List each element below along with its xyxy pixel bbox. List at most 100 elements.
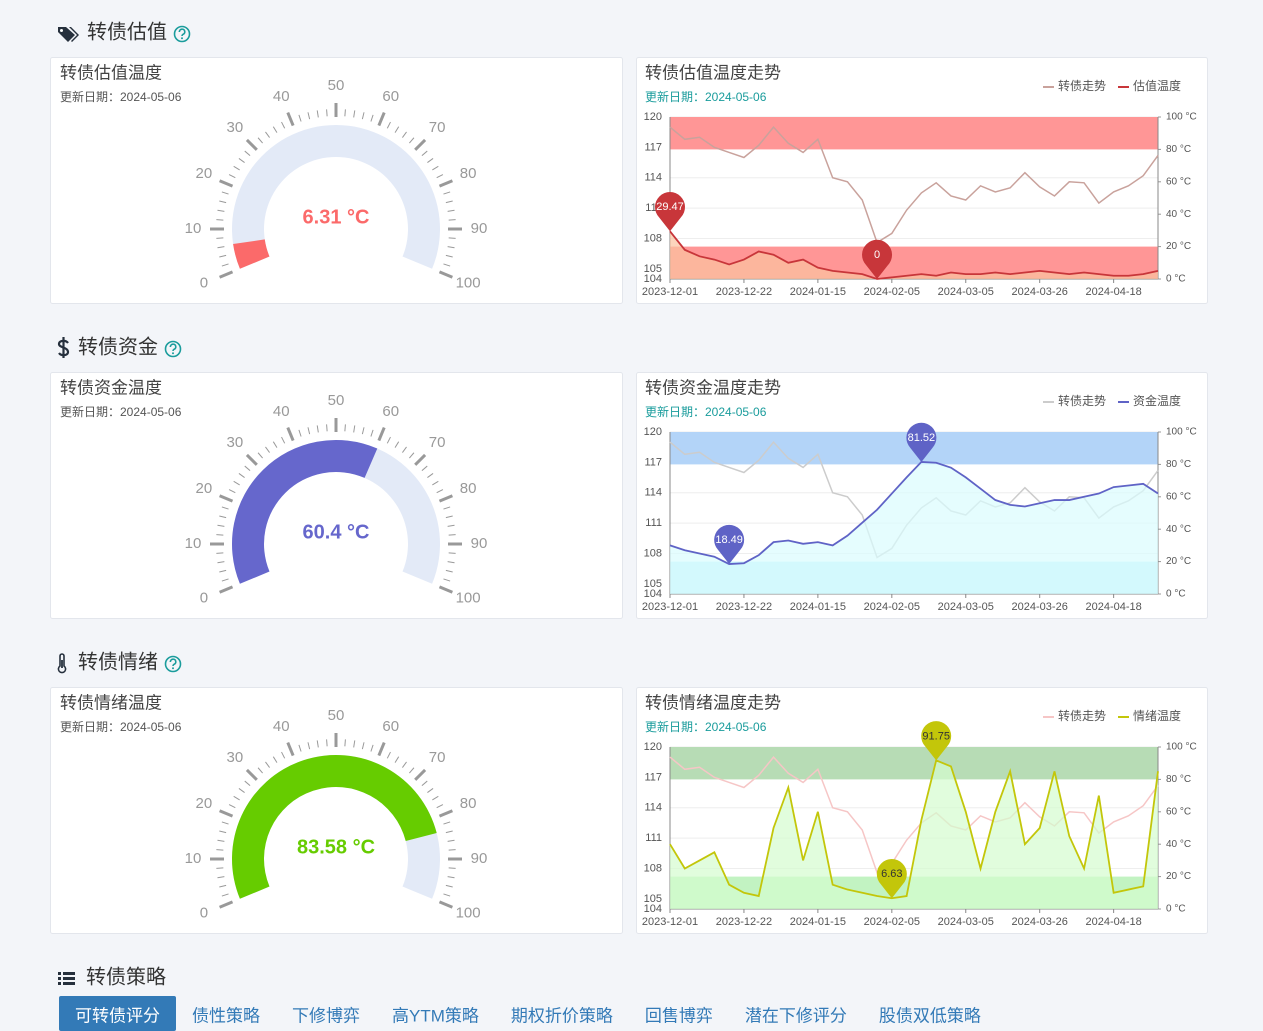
gauge-minor-tick [409,137,415,144]
y2-tick-label: 0 °C [1166,274,1186,285]
y-tick-label: 111 [645,832,662,844]
thermometer-icon [57,653,67,674]
tab[interactable]: 潜在下修评分 [745,1006,847,1025]
gauge-minor-tick [445,254,453,258]
y2-tick-label: 20 °C [1166,556,1191,567]
gauge-minor-tick [386,751,391,759]
gauge-tick [219,179,234,188]
gauge-minor-tick [244,150,251,156]
gauge-minor-tick [257,767,263,774]
gauge-minor-tick [409,452,415,459]
tab[interactable]: 期权折价策略 [511,1006,613,1025]
gauge-tick-label: 60 [382,403,399,420]
gauge-tick [414,138,427,151]
gauge-tick [377,742,386,757]
legend-label[interactable]: 估值温度 [1133,78,1181,93]
tab[interactable]: 股债双低策略 [879,1006,981,1025]
card-title: 转债估值温度走势 [645,63,781,82]
gauge-value-label: 60.4 °C [303,521,370,543]
gauge-minor-tick [298,429,302,437]
gauge-minor-tick [298,114,302,122]
pin [876,859,907,899]
help-icon[interactable] [164,655,182,673]
gauge-minor-tick [326,739,328,747]
tab[interactable]: 回售博弈 [645,1006,713,1025]
gauge-minor-tick [316,425,319,433]
gauge-minor-tick [221,263,229,267]
tab[interactable]: 债性策略 [192,1006,260,1025]
gauge-card [50,687,623,934]
y-tick-label: 108 [644,862,662,874]
y2-tick-label: 20 °C [1166,871,1191,882]
x-tick-label: 2024-04-18 [1085,286,1141,298]
pin [862,239,893,279]
gauge-minor-tick [447,209,455,212]
legend-label[interactable]: 转债走势 [1058,393,1106,408]
gauge-minor-tick [421,150,428,156]
gauge-tick [286,427,295,442]
gauge-minor-tick [394,126,400,133]
gauge-minor-tick [448,867,456,869]
tab[interactable]: 可转债评分 [75,1006,160,1025]
gauge-minor-tick [265,131,270,138]
update-date: 更新日期：2024-05-06 [645,404,767,419]
gauge-minor-tick [427,788,434,793]
gauge-tick [219,809,234,818]
series-line [669,230,1159,280]
gauge-minor-tick [228,489,236,494]
gauge-minor-tick [402,761,407,768]
gauge-minor-tick [436,174,444,179]
update-date: 更新日期：2024-05-06 [60,89,182,104]
gauge-minor-tick [361,112,365,120]
y2-tick-label: 100 °C [1166,742,1197,753]
gauge-minor-tick [219,515,227,519]
legend-label[interactable]: 转债走势 [1058,78,1106,93]
gauge-tick-label: 90 [471,220,488,237]
gauge-minor-tick [370,744,374,752]
gauge-minor-tick [443,263,451,267]
help-icon[interactable] [173,25,191,43]
gauge-minor-tick [443,191,451,195]
legend-label[interactable]: 资金温度 [1133,393,1181,408]
gauge-minor-tick [307,742,311,750]
x-tick-label: 2024-02-05 [864,601,920,613]
gauge-tick [414,453,427,466]
gauge-minor-tick [221,191,229,195]
gauge-minor-tick [402,446,407,453]
y2-tick-label: 0 °C [1166,589,1186,600]
help-icon[interactable] [164,340,182,358]
gauge-tick-label: 40 [273,718,290,735]
gauge-minor-tick [394,441,400,448]
gauge-minor-tick [238,473,245,478]
y-tick-label: 120 [644,741,662,753]
gauge-minor-tick [409,767,415,774]
gauge-tick-label: 40 [273,403,290,420]
gauge-minor-tick [221,893,229,897]
legend-label[interactable]: 情绪温度 [1133,708,1181,723]
gauge-minor-tick [219,254,227,258]
y-tick-label: 120 [644,426,662,438]
pin [654,192,685,232]
pin-label: 6.63 [881,868,902,880]
y-tick-label: 105 [644,893,662,905]
x-tick-label: 2023-12-22 [716,286,772,298]
tab[interactable]: 下修博弈 [292,1006,360,1025]
y2-tick-label: 0 °C [1166,904,1186,915]
legend-label[interactable]: 转债走势 [1058,708,1106,723]
gauge-minor-tick [257,452,263,459]
y2-tick-label: 80 °C [1166,774,1191,785]
x-tick-label: 2024-03-26 [1012,601,1068,613]
update-date: 更新日期：2024-05-06 [60,404,182,419]
gauge-tick-label: 50 [328,707,345,724]
gauge-minor-tick [217,524,225,527]
x-tick-label: 2023-12-01 [642,601,698,613]
gauge-tick-label: 80 [460,165,477,182]
gauge-minor-tick [307,427,311,435]
section-title: 转债资金 [78,335,158,358]
tab[interactable]: 高YTM策略 [392,1006,479,1025]
gauge-tick-label: 10 [185,850,202,867]
y-tick-label: 117 [644,456,662,468]
gauge-minor-tick [370,114,374,122]
gauge-minor-tick [361,742,365,750]
gauge-tick-label: 0 [200,905,208,922]
